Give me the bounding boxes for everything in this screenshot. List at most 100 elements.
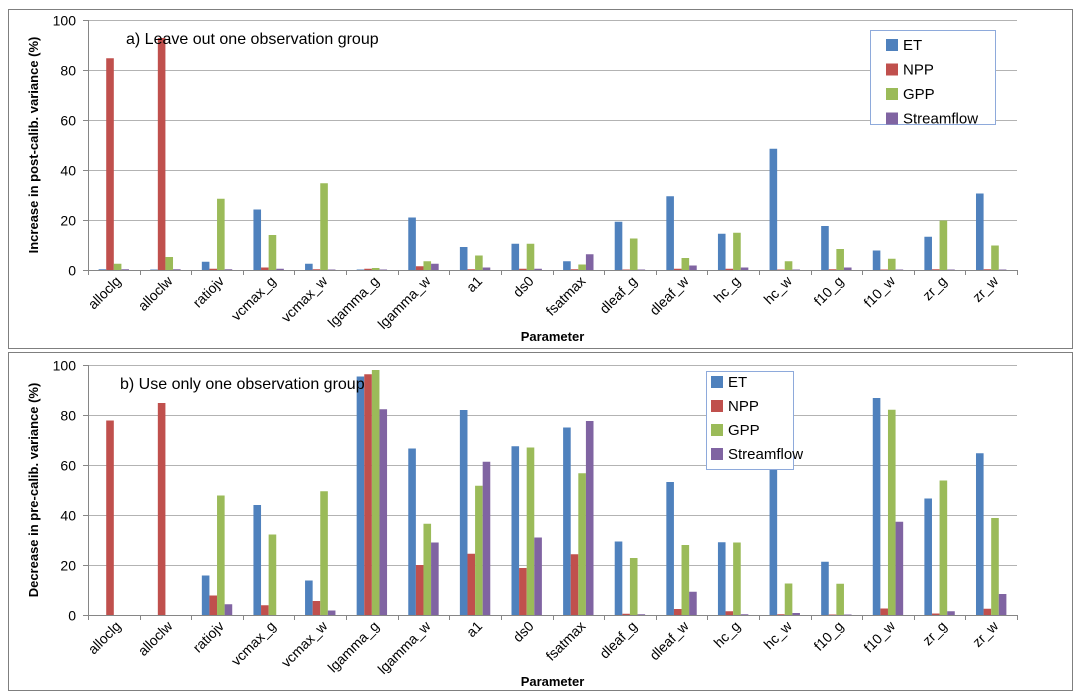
panel-b-xtick-label: hc_w <box>760 617 795 652</box>
panel-a-bar-streamflow-ds0 <box>534 268 542 270</box>
panel-b-legend-swatch-streamflow <box>711 448 723 460</box>
panel-a-bar-npp-f10_g <box>828 269 837 270</box>
panel-a-ytick-label: 100 <box>53 13 77 29</box>
panel-b-bar-npp-fsatmax <box>570 554 579 615</box>
panel-a-legend-label-et: ET <box>903 37 922 54</box>
panel-a-bar-streamflow-vcmax_g <box>276 268 284 270</box>
panel-a-xtick-label: vcmax_g <box>228 273 279 324</box>
panel-b-bar-streamflow-zr_w <box>998 594 1007 615</box>
panel-a-xtick-label: vcmax_w <box>278 272 331 325</box>
panel-b-bar-streamflow-hc_w <box>792 613 800 615</box>
panel-a-xtick-label: hc_w <box>760 272 795 307</box>
panel-b-legend-swatch-npp <box>711 400 723 412</box>
panel-b-xtick-label: fsatmax <box>542 618 588 664</box>
panel-b-ytick-label: 0 <box>68 608 76 624</box>
panel-b-bar-npp-f10_w <box>880 608 888 615</box>
panel-b-title: b) Use only one observation group <box>120 376 365 393</box>
panel-a-xtick-label: alloclg <box>85 273 124 312</box>
panel-a-legend-label-npp: NPP <box>903 62 934 79</box>
panel-a-xtick-label: lgamma_w <box>374 272 434 332</box>
panel-a-bar-npp-dleaf_w <box>673 268 682 270</box>
panel-b-bar-streamflow-fsatmax <box>585 421 594 615</box>
panel-a-xtick-label: fsatmax <box>542 273 588 319</box>
panel-b-bar-npp-hc_w <box>777 614 785 615</box>
panel-a-bar-et-hc_g <box>717 233 726 270</box>
panel-a-ytick-label: 80 <box>60 63 76 79</box>
panel-b-bar-gpp-fsatmax <box>578 473 586 615</box>
panel-a-bar-streamflow-a1 <box>482 267 491 270</box>
panel-b-xtick-label: zr_g <box>919 618 950 649</box>
panel-a-ytick-label: 20 <box>60 213 76 229</box>
panel-b-bar-et-lgamma_w <box>408 448 416 615</box>
panel-b-bar-npp-alloclw <box>157 403 166 615</box>
panel-b-xtick-label: hc_g <box>710 618 743 651</box>
panel-b-xtick-label: a1 <box>463 618 485 640</box>
panel-a-bar-streamflow-hc_g <box>740 267 749 270</box>
panel-b-xtick-label: lgamma_w <box>374 617 434 677</box>
panel-b-bar-et-zr_w <box>975 453 984 615</box>
panel-a-bar-et-a1 <box>459 247 468 270</box>
panel-b-bar-npp-alloclg <box>106 420 114 615</box>
panel-a-bar-et-hc_w <box>769 148 778 270</box>
panel-b-legend-label-streamflow: Streamflow <box>728 446 803 463</box>
panel-b-bar-npp-ratiojv <box>209 595 218 615</box>
panel-b-bar-streamflow-f10_w <box>895 521 904 615</box>
panel-b-legend-label-gpp: GPP <box>728 422 760 439</box>
panel-a-group: 0 20 40 60 80 100 alloclg alloclw ratiojv vcmax_g… <box>8 9 1073 349</box>
panel-a-bar-gpp-lgamma_g <box>371 268 380 270</box>
panel-b-bar-streamflow-lgamma_g <box>379 409 388 615</box>
panel-a-bar-npp-hc_w <box>777 269 785 270</box>
panel-b-bar-et-a1 <box>459 410 468 615</box>
panel-a-bar-streamflow-dleaf_g <box>637 269 646 270</box>
panel-a-bar-streamflow-lgamma_w <box>431 263 439 270</box>
panel-a-legend-label-gpp: GPP <box>903 86 935 103</box>
panel-b-xtick-label: ds0 <box>510 618 537 645</box>
panel-a-xtick-label: f10_w <box>860 272 898 310</box>
panel-a-x-axis-label: Parameter <box>521 329 585 344</box>
panel-a-bar-gpp-lgamma_w <box>423 261 432 270</box>
panel-a-xtick-label: zr_g <box>919 273 950 304</box>
panel-b-bar-et-dleaf_g <box>614 541 623 615</box>
panel-a-bar-gpp-f10_g <box>836 249 844 270</box>
panel-b-bar-gpp-hc_g <box>733 542 741 615</box>
panel-b-bar-npp-hc_g <box>725 611 734 615</box>
panel-a-bar-gpp-dleaf_g <box>629 238 638 270</box>
panel-b-group: 0 20 40 60 80 100 alloclg alloclw ratiojv vcmax_g… <box>8 352 1073 691</box>
panel-b-y-axis-label: Decrease in pre-calib. variance (%) <box>26 383 41 598</box>
panel-a-bar-streamflow-dleaf_w <box>689 265 697 270</box>
panel-b-bar-streamflow-vcmax_w <box>327 610 336 615</box>
panel-b-ytick-label: 20 <box>60 558 76 574</box>
panel-a-bar-et-f10_w <box>872 250 881 270</box>
panel-a-bar-streamflow-hc_w <box>792 269 800 270</box>
panel-a-bar-gpp-zr_w <box>991 245 999 270</box>
panel-a-xtick-label: f10_g <box>810 273 846 309</box>
panel-b-bar-npp-zr_g <box>931 613 940 615</box>
panel-a-bar-et-f10_g <box>821 226 829 270</box>
panel-b-bar-npp-dleaf_w <box>673 609 682 615</box>
panel-a-bar-et-vcmax_g <box>253 209 262 270</box>
panel-a-bar-et-dleaf_g <box>614 221 623 270</box>
panel-a-ytick-label: 0 <box>68 263 76 279</box>
panel-b-xtick-label: dleaf_w <box>646 617 692 663</box>
panel-a-bar-npp-lgamma_g <box>364 268 372 270</box>
panel-b-xtick-label: vcmax_w <box>278 617 331 670</box>
panel-b-bar-et-dleaf_w <box>666 482 674 615</box>
panel-b-bar-npp-dleaf_g <box>622 613 630 615</box>
panel-b-bar-npp-a1 <box>467 553 476 615</box>
panel-a-bar-npp-zr_g <box>931 269 940 270</box>
panel-b-bar-npp-f10_g <box>828 614 837 615</box>
panel-a-bar-streamflow-alloclw <box>173 269 181 270</box>
panel-a-legend-label-streamflow: Streamflow <box>903 111 978 128</box>
panel-b-bar-et-hc_w <box>769 469 778 615</box>
panel-a-bar-streamflow-ratiojv <box>224 269 233 270</box>
panel-b-bar-streamflow-zr_g <box>947 611 955 615</box>
panel-a-legend-swatch-gpp <box>886 88 898 100</box>
panel-a-bar-npp-dleaf_g <box>622 269 630 270</box>
panel-b-ytick-label: 60 <box>60 458 76 474</box>
panel-a-bar-et-fsatmax <box>563 261 571 270</box>
panel-a-legend-swatch-streamflow <box>886 112 898 125</box>
panel-a-bar-npp-zr_w <box>983 269 992 270</box>
panel-a-bar-gpp-alloclg <box>113 263 122 270</box>
panel-a-frame <box>8 9 1073 349</box>
